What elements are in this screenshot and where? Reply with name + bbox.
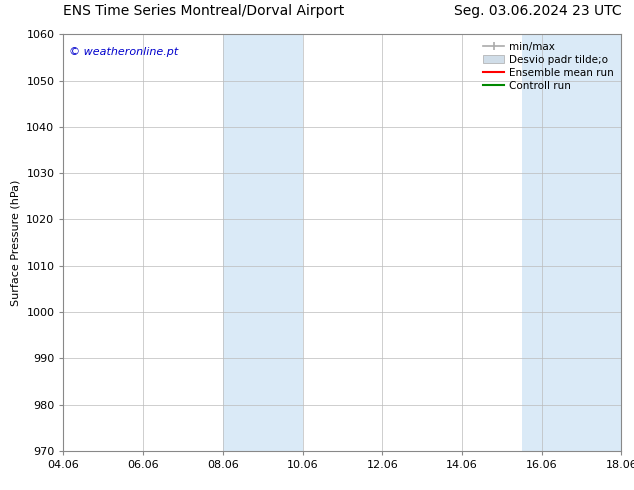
Bar xyxy=(522,34,621,451)
Text: © weatheronline.pt: © weatheronline.pt xyxy=(69,47,178,57)
Text: Seg. 03.06.2024 23 UTC: Seg. 03.06.2024 23 UTC xyxy=(454,3,621,18)
Y-axis label: Surface Pressure (hPa): Surface Pressure (hPa) xyxy=(11,179,21,306)
Bar xyxy=(223,34,302,451)
Legend: min/max, Desvio padr tilde;o, Ensemble mean run, Controll run: min/max, Desvio padr tilde;o, Ensemble m… xyxy=(481,40,616,93)
Text: ENS Time Series Montreal/Dorval Airport: ENS Time Series Montreal/Dorval Airport xyxy=(63,3,345,18)
